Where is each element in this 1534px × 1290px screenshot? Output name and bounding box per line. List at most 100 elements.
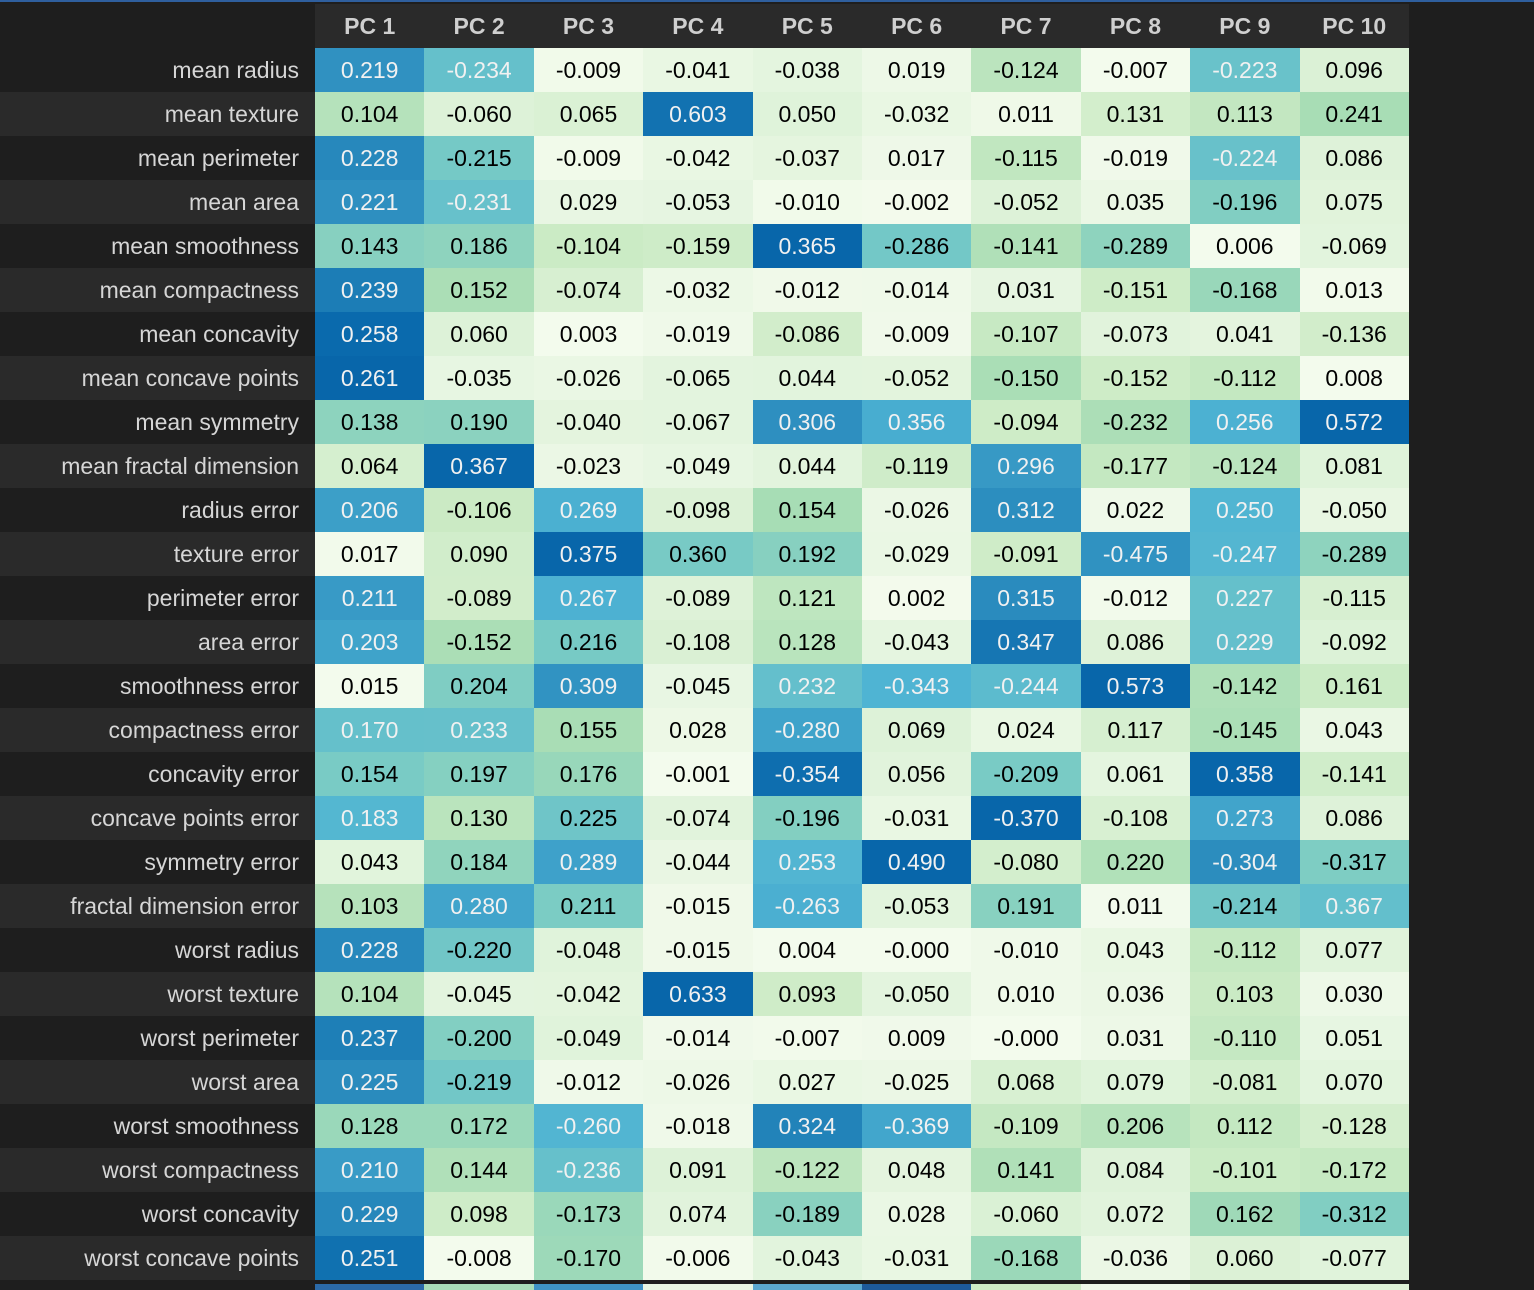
heatmap-cell: -0.053: [643, 180, 753, 224]
heatmap-cell: -0.000: [861, 928, 972, 972]
heatmap-cell: -0.049: [533, 1016, 644, 1060]
heatmap-cell: 0.237: [315, 1016, 425, 1060]
heatmap-cell: 0.086: [1299, 796, 1409, 840]
heatmap-cell: -0.042: [533, 972, 644, 1016]
heatmap-cell: -0.086: [752, 312, 862, 356]
heatmap-cell: 0.324: [752, 1104, 862, 1148]
heatmap-cell: -0.069: [1299, 224, 1409, 268]
heatmap-cell: 0.229: [1190, 620, 1300, 664]
heatmap-cell: 0.011: [1080, 884, 1191, 928]
heatmap-cell: -0.094: [971, 400, 1081, 444]
column-header: PC 10: [1299, 4, 1409, 48]
heatmap-cell: 0.044: [752, 444, 862, 488]
heatmap-cell: 0.008: [1299, 356, 1409, 400]
heatmap-cell: 0.280: [424, 884, 534, 928]
column-header: PC 7: [971, 4, 1081, 48]
heatmap-cell: 0.206: [1080, 1104, 1191, 1148]
column-header: PC 3: [533, 4, 644, 48]
heatmap-cell: 0.013: [1299, 268, 1409, 312]
heatmap-cell: 0.490: [861, 840, 972, 884]
heatmap-cell: -0.060: [971, 1192, 1081, 1236]
heatmap-cell: -0.152: [1080, 356, 1191, 400]
heatmap-cell: -0.263: [752, 884, 862, 928]
column-header: PC 1: [315, 4, 425, 48]
heatmap-cell: 0.152: [424, 268, 534, 312]
heatmap-cell: 0.306: [752, 400, 862, 444]
heatmap-cell: -0.122: [752, 1148, 862, 1192]
heatmap-cell: 0.296: [971, 444, 1081, 488]
heatmap-cell: 0.035: [1080, 180, 1191, 224]
heatmap-cell: -0.014: [643, 1016, 753, 1060]
heatmap-cell: 0.197: [424, 752, 534, 796]
row-label: compactness error: [0, 708, 315, 752]
heatmap-cell: -0.475: [1080, 532, 1191, 576]
heatmap-cell: 0.006: [1190, 224, 1300, 268]
heatmap-row: concave points error 0.183 0.130 0.225 -0.07…: [0, 796, 1409, 840]
heatmap-cell: -0.040: [533, 400, 644, 444]
heatmap-row: worst smoothness 0.128 0.172 -0.260 -0.018 0.…: [0, 1104, 1409, 1148]
heatmap-cell: -0.141: [1299, 752, 1409, 796]
heatmap-cell: 0.043: [315, 840, 425, 884]
heatmap-cell: -0.317: [1299, 840, 1409, 884]
heatmap-row: fractal dimension error 0.103 0.280 0.211 -0…: [0, 884, 1409, 928]
heatmap-cell: 0.251: [315, 1236, 425, 1280]
row-label: mean compactness: [0, 268, 315, 312]
heatmap-cell: 0.190: [424, 400, 534, 444]
heatmap-cell: 0.022: [1080, 488, 1191, 532]
heatmap-cell: -0.052: [971, 180, 1081, 224]
heatmap-cell: 0.103: [315, 884, 425, 928]
heatmap-cell: -0.260: [533, 1104, 644, 1148]
heatmap-row: mean perimeter 0.228 -0.215 -0.009 -0.042 -0.…: [0, 136, 1409, 180]
heatmap-row: symmetry error 0.043 0.184 0.289 -0.044 0.253…: [0, 840, 1409, 884]
heatmap-cell: 0.117: [1080, 708, 1191, 752]
heatmap-cell: -0.049: [643, 444, 753, 488]
heatmap-cell: 0.084: [1080, 1148, 1191, 1192]
heatmap-cell: -0.041: [643, 48, 753, 92]
heatmap-cell: -0.042: [643, 136, 753, 180]
strip-segment: [533, 1284, 644, 1290]
heatmap-cell: 0.060: [424, 312, 534, 356]
column-header: PC 2: [424, 4, 534, 48]
heatmap-cell: -0.304: [1190, 840, 1300, 884]
row-label: perimeter error: [0, 576, 315, 620]
heatmap-cell: 0.064: [315, 444, 425, 488]
heatmap-cell: 0.141: [971, 1148, 1081, 1192]
heatmap-cell: 0.143: [315, 224, 425, 268]
heatmap-cell: -0.092: [1299, 620, 1409, 664]
heatmap-cell: 0.206: [315, 488, 425, 532]
heatmap-cell: -0.177: [1080, 444, 1191, 488]
heatmap-cell: 0.070: [1299, 1060, 1409, 1104]
heatmap-cell: -0.043: [861, 620, 972, 664]
row-label: fractal dimension error: [0, 884, 315, 928]
heatmap-cell: -0.112: [1190, 356, 1300, 400]
heatmap-cell: 0.367: [424, 444, 534, 488]
heatmap-cell: -0.108: [643, 620, 753, 664]
heatmap-cell: -0.142: [1190, 664, 1300, 708]
heatmap-cell: -0.089: [424, 576, 534, 620]
heatmap-cell: -0.354: [752, 752, 862, 796]
column-header: PC 9: [1190, 4, 1300, 48]
heatmap-cell: -0.289: [1299, 532, 1409, 576]
row-label: worst radius: [0, 928, 315, 972]
heatmap-cell: 0.228: [315, 136, 425, 180]
heatmap-cell: -0.312: [1299, 1192, 1409, 1236]
heatmap-cell: 0.210: [315, 1148, 425, 1192]
heatmap-cell: -0.067: [643, 400, 753, 444]
pca-loadings-heatmap-table: PC 1 PC 2 PC 3 PC 4 PC 5 PC 6 PC 7 PC 8 PC 9 PC 1…: [0, 4, 1409, 1280]
heatmap-row: smoothness error 0.015 0.204 0.309 -0.045 0.2…: [0, 664, 1409, 708]
heatmap-row: worst area 0.225 -0.219 -0.012 -0.026 0.027 -0…: [0, 1060, 1409, 1104]
top-accent-line: [0, 0, 1534, 2]
heatmap-cell: 0.211: [315, 576, 425, 620]
heatmap-cell: 0.077: [1299, 928, 1409, 972]
heatmap-cell: -0.009: [533, 136, 644, 180]
heatmap-row: mean area 0.221 -0.231 0.029 -0.053 -0.010 -0.…: [0, 180, 1409, 224]
heatmap-cell: -0.053: [861, 884, 972, 928]
heatmap-cell: -0.151: [1080, 268, 1191, 312]
heatmap-cell: 0.253: [752, 840, 862, 884]
row-label: mean perimeter: [0, 136, 315, 180]
heatmap-cell: 0.633: [643, 972, 753, 1016]
heatmap-cell: -0.115: [971, 136, 1081, 180]
heatmap-row: worst concave points 0.251 -0.008 -0.170 -0.…: [0, 1236, 1409, 1280]
row-label: mean radius: [0, 48, 315, 92]
heatmap-cell: -0.280: [752, 708, 862, 752]
